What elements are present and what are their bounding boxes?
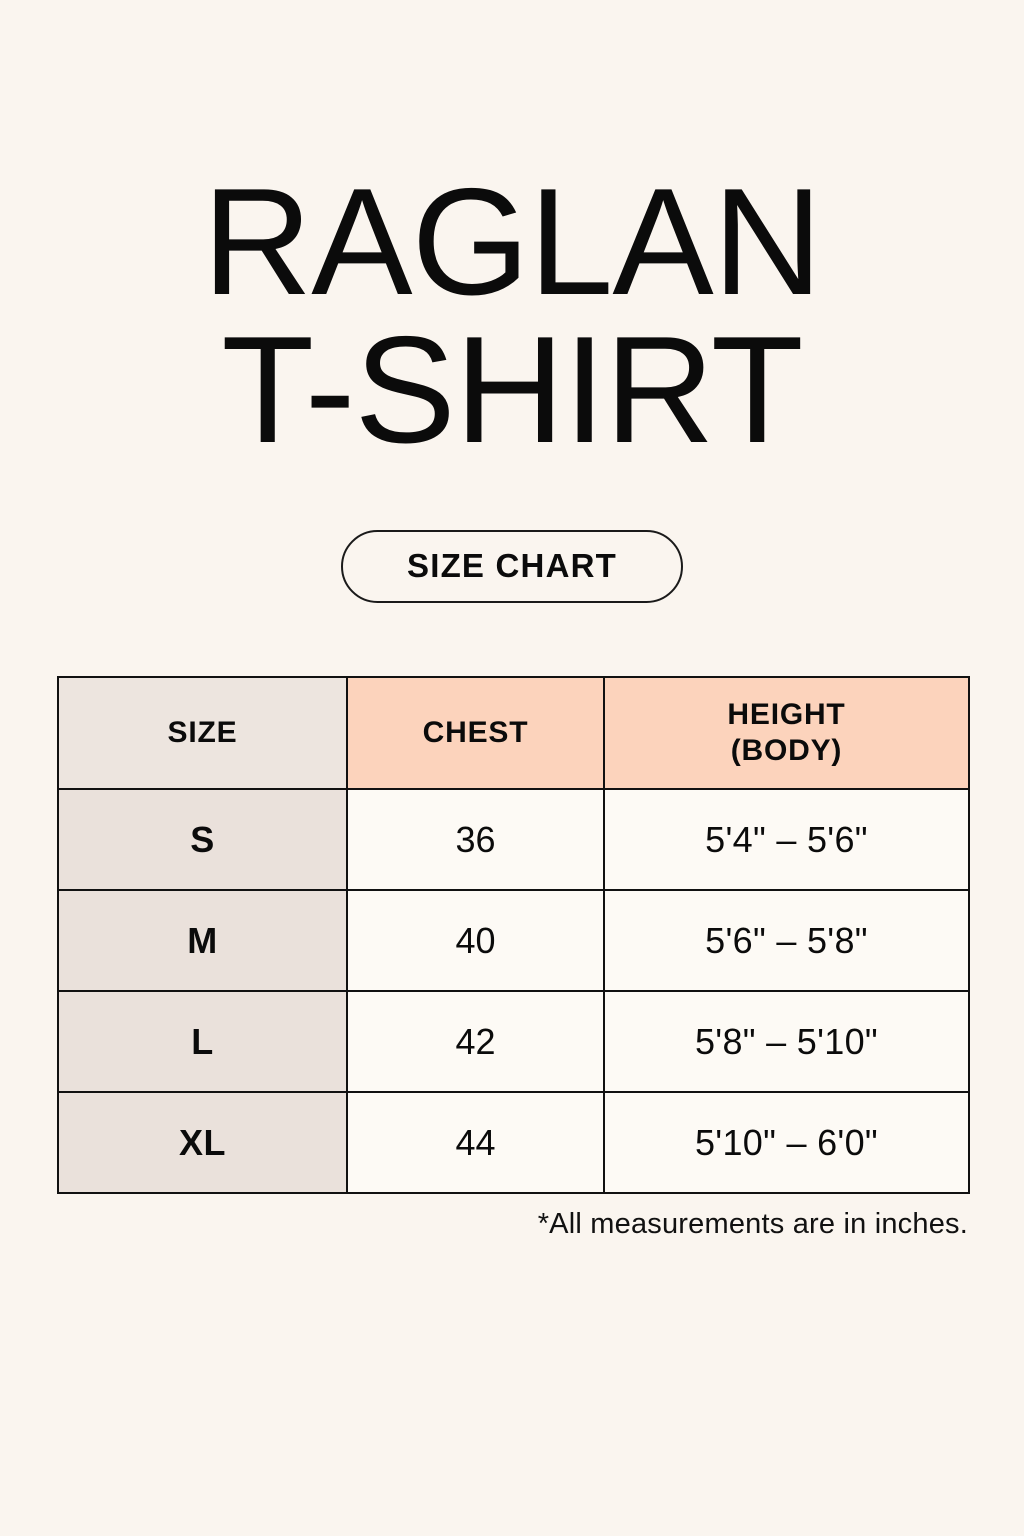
cell-height: 5'8" – 5'10" bbox=[603, 990, 970, 1093]
column-header-height-line1: HEIGHT bbox=[727, 698, 846, 731]
column-header-chest: CHEST bbox=[346, 676, 605, 790]
table-row: L 42 5'8" – 5'10" bbox=[57, 990, 970, 1093]
cell-size: M bbox=[57, 889, 348, 992]
size-chart-badge-wrap: SIZE CHART bbox=[0, 530, 1024, 603]
cell-height: 5'6" – 5'8" bbox=[603, 889, 970, 992]
cell-height: 5'4" – 5'6" bbox=[603, 788, 970, 891]
table-row: XL 44 5'10" – 6'0" bbox=[57, 1091, 970, 1194]
cell-chest: 40 bbox=[346, 889, 605, 992]
table-row: M 40 5'6" – 5'8" bbox=[57, 889, 970, 992]
cell-size: S bbox=[57, 788, 348, 891]
size-chart-badge: SIZE CHART bbox=[341, 530, 683, 603]
table-header-row: SIZE CHEST HEIGHT (BODY) bbox=[57, 676, 970, 790]
column-header-height-line2: (BODY) bbox=[730, 734, 843, 767]
table-row: S 36 5'4" – 5'6" bbox=[57, 788, 970, 891]
cell-height: 5'10" – 6'0" bbox=[603, 1091, 970, 1194]
cell-chest: 36 bbox=[346, 788, 605, 891]
column-header-height: HEIGHT (BODY) bbox=[603, 676, 970, 790]
measurement-footnote: *All measurements are in inches. bbox=[537, 1208, 968, 1240]
table-header: SIZE CHEST HEIGHT (BODY) bbox=[57, 676, 970, 790]
cell-chest: 44 bbox=[346, 1091, 605, 1194]
size-table: SIZE CHEST HEIGHT (BODY) S 36 5'4" – 5'6… bbox=[57, 676, 970, 1194]
title-line-1: RAGLAN bbox=[202, 157, 822, 327]
cell-size: XL bbox=[57, 1091, 348, 1194]
cell-chest: 42 bbox=[346, 990, 605, 1093]
cell-size: L bbox=[57, 990, 348, 1093]
page-title: RAGLAN T-SHIRT bbox=[0, 157, 1024, 475]
column-header-size: SIZE bbox=[57, 676, 348, 790]
title-line-2: T-SHIRT bbox=[221, 305, 803, 475]
table-body: S 36 5'4" – 5'6" M 40 5'6" – 5'8" L 42 5… bbox=[57, 788, 970, 1194]
size-table-wrap: SIZE CHEST HEIGHT (BODY) S 36 5'4" – 5'6… bbox=[57, 676, 970, 1194]
